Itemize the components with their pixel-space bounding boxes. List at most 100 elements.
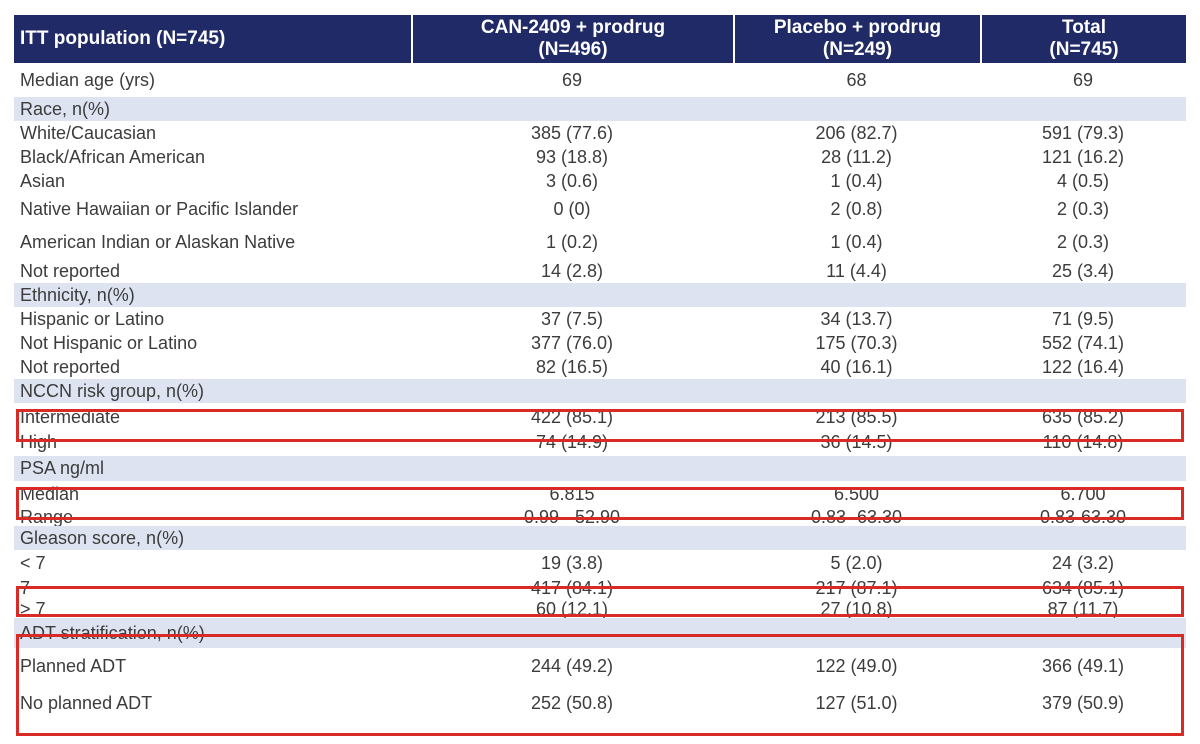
section-row: NCCN risk group, n(%): [14, 379, 1186, 403]
row-label: Black/African American: [20, 146, 206, 167]
table-row: > 7 60 (12.1) 27 (10.8) 87 (11.7): [14, 598, 1186, 619]
section-row: Race, n(%): [14, 97, 1186, 121]
header-arm2-name: Placebo + prodrug: [773, 17, 942, 38]
total-value: 379 (50.9): [1041, 692, 1125, 713]
table-body: Median age (yrs) 69 68 69 Race, n(%) White/Ca…: [14, 63, 1186, 721]
total-value: 69: [1072, 69, 1094, 90]
header-total-n: (N=745): [1049, 39, 1119, 60]
arm2-value: 175 (70.3): [815, 332, 898, 353]
total-value: 121 (16.2): [1041, 146, 1125, 167]
total-value: 25 (3.4): [1051, 260, 1115, 281]
total-value: 87 (11.7): [1047, 598, 1119, 619]
arm1-value: 19 (3.8): [540, 553, 604, 573]
demographics-table: ITT population (N=745) CAN-2409 + prodru…: [14, 15, 1186, 721]
arm1-value: 252 (50.8): [530, 692, 614, 713]
total-value: 71 (9.5): [1051, 308, 1115, 329]
arm1-value: 82 (16.5): [535, 356, 609, 377]
highlight-box-median: [16, 487, 1184, 520]
arm2-value: 1 (0.4): [830, 231, 883, 252]
arm2-value: 34 (13.7): [820, 308, 893, 329]
arm2-value: 122 (49.0): [815, 656, 898, 676]
arm2-value: 213 (85.5): [815, 407, 898, 427]
row-label: White/Caucasian: [20, 122, 157, 143]
table-row: Black/African American 93 (18.8) 28 (11.2)…: [14, 145, 1186, 169]
table-row: American Indian or Alaskan Native 1 (0.2)…: [14, 225, 1186, 259]
section-row: Gleason score, n(%): [14, 526, 1186, 550]
header-arm1-name: CAN-2409 + prodrug: [480, 17, 666, 38]
row-label: < 7: [20, 553, 46, 573]
arm2-value: 28 (11.2): [821, 146, 892, 167]
total-value: 122 (16.4): [1041, 356, 1125, 377]
row-label: Range: [20, 506, 74, 527]
table-row: Planned ADT 244 (49.2) 122 (49.0) 366 (49.1…: [14, 648, 1186, 685]
row-label: American Indian or Alaskan Native: [20, 231, 296, 252]
arm1-value: 1 (0.2): [545, 231, 599, 252]
arm1-value: 37 (7.5): [540, 308, 604, 329]
arm2-value: 127 (51.0): [815, 692, 898, 713]
arm1-value: 14 (2.8): [540, 260, 604, 281]
arm1-value: 93 (18.8): [535, 146, 609, 167]
row-label: Gleason score, n(%): [20, 527, 185, 548]
total-value: 4 (0.5): [1056, 170, 1110, 191]
header-arm1: CAN-2409 + prodrug (N=496): [411, 15, 733, 63]
header-population: ITT population (N=745): [14, 15, 411, 63]
table-row: High 74 (14.9) 36 (14.5) 110 (14.8): [14, 432, 1186, 453]
row-label: Median age (yrs): [20, 69, 156, 90]
table-header: ITT population (N=745) CAN-2409 + prodru…: [14, 15, 1186, 63]
arm1-value: 3 (0.6): [545, 170, 599, 191]
row-label: Ethnicity, n(%): [20, 284, 135, 305]
row-label: Not reported: [20, 260, 121, 281]
arm2-value: 0.83 -63.30: [810, 506, 903, 527]
total-value: 2 (0.3): [1056, 198, 1110, 219]
row-label: Native Hawaiian or Pacific Islander: [20, 198, 299, 219]
total-value: 635 (85.2): [1041, 407, 1125, 427]
table-row: Not reported 82 (16.5) 40 (16.1) 122 (16.4): [14, 355, 1186, 379]
arm1-value: 69: [561, 69, 583, 90]
row-label: No planned ADT: [20, 692, 153, 713]
arm1-value: 377 (76.0): [530, 332, 614, 353]
row-label: Not reported: [20, 356, 121, 377]
arm2-value: 2 (0.8): [830, 198, 883, 219]
arm2-value: 5 (2.0): [830, 553, 883, 573]
total-value: 24 (3.2): [1051, 553, 1115, 573]
table-row: Intermediate 422 (85.1) 213 (85.5) 635 (85.…: [14, 403, 1186, 432]
arm2-value: 206 (82.7): [815, 122, 898, 143]
row-label: NCCN risk group, n(%): [20, 380, 205, 401]
arm2-value: 68: [846, 69, 867, 90]
total-value: 591 (79.3): [1041, 122, 1125, 143]
table-row: Median age (yrs) 69 68 69: [14, 63, 1186, 97]
row-label: Not Hispanic or Latino: [20, 332, 198, 353]
table-row: Native Hawaiian or Pacific Islander 0 (0)…: [14, 193, 1186, 225]
table-row: < 7 19 (3.8) 5 (2.0) 24 (3.2): [14, 550, 1186, 577]
row-label: PSA ng/ml: [20, 458, 105, 478]
table-row: Not reported 14 (2.8) 11 (4.4) 25 (3.4): [14, 259, 1186, 283]
table-row: No planned ADT 252 (50.8) 127 (51.0) 379 (5…: [14, 685, 1186, 721]
header-total-name: Total: [1062, 17, 1106, 38]
arm2-value: 36 (14.5): [820, 432, 893, 452]
arm1-value: 422 (85.1): [530, 407, 614, 427]
row-label: High: [20, 432, 58, 452]
total-value: 0.83-63.30: [1039, 506, 1127, 527]
header-total: Total (N=745): [980, 15, 1186, 63]
total-value: 366 (49.1): [1041, 656, 1125, 676]
row-label: Planned ADT: [20, 656, 127, 676]
row-label: Asian: [20, 170, 66, 191]
arm1-value: 60 (12.1): [535, 598, 609, 619]
table-row: Range 0.99 - 52.90 0.83 -63.30 0.83-63.30: [14, 506, 1186, 527]
header-population-label: ITT population (N=745): [20, 28, 226, 49]
header-arm2-n: (N=249): [822, 39, 893, 60]
arm1-value: 385 (77.6): [530, 122, 614, 143]
row-label: Hispanic or Latino: [20, 308, 165, 329]
arm1-value: 0.99 - 52.90: [523, 506, 621, 527]
header-arm1-n: (N=496): [538, 39, 608, 60]
arm2-value: 40 (16.1): [820, 356, 893, 377]
total-value: 110 (14.8): [1042, 432, 1124, 452]
row-label: ADT stratification, n(%): [20, 622, 205, 643]
row-label: > 7: [20, 598, 46, 619]
highlight-box-intermediate: [16, 409, 1184, 442]
arm2-value: 11 (4.4): [826, 260, 887, 281]
arm1-value: 74 (14.9): [535, 432, 609, 452]
arm2-value: 27 (10.8): [820, 598, 893, 619]
arm1-value: 0 (0): [553, 198, 591, 219]
section-row: PSA ng/ml: [14, 456, 1186, 481]
